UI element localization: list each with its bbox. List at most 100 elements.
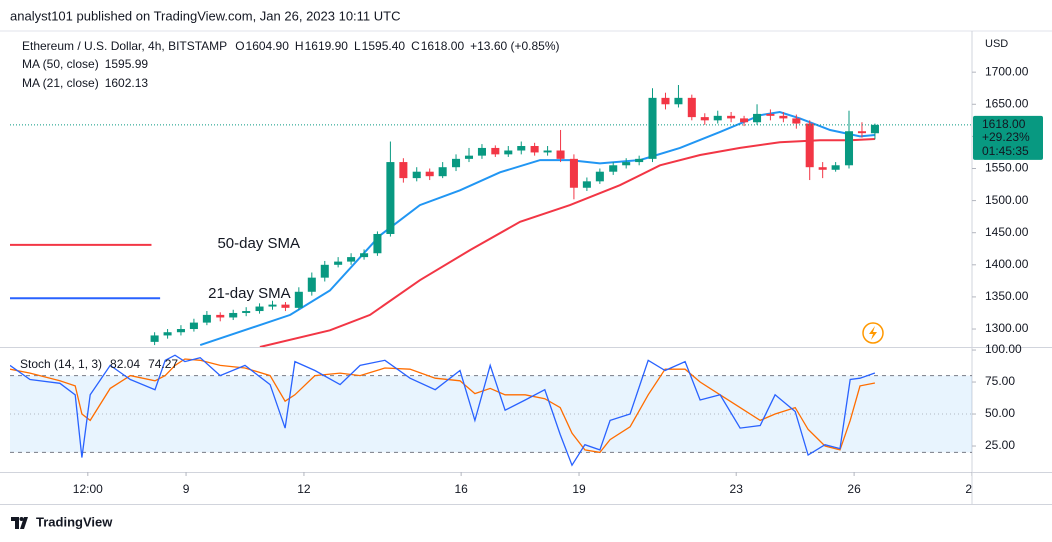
y-tick-label: 1550.00 — [985, 161, 1029, 175]
candle-body — [648, 97, 657, 159]
alert-icon[interactable] — [862, 322, 884, 344]
candle-body — [163, 332, 172, 336]
candle-body — [779, 115, 788, 119]
ohlc-key: O — [235, 39, 244, 53]
overlay: USD 1300.00 1350.00 1400.00 1450.00 1500.00 15… — [20, 38, 1043, 452]
candle-body — [399, 162, 408, 179]
candle-body — [740, 118, 749, 123]
candle-body — [595, 171, 604, 182]
x-tick-label: 19 — [572, 482, 586, 496]
candle-body — [294, 291, 303, 308]
candle-body — [307, 277, 316, 292]
y-tick-label: 1300.00 — [985, 321, 1029, 335]
candle-body — [412, 171, 421, 179]
footer-brand: TradingView — [36, 514, 113, 529]
candle-body — [727, 115, 736, 119]
candle-body — [766, 113, 775, 116]
candle-body — [452, 158, 461, 168]
x-tick-label: 16 — [454, 482, 468, 496]
y-tick-label: 1650.00 — [985, 96, 1029, 110]
y-tick-label: 1700.00 — [985, 64, 1029, 78]
candle-body — [242, 311, 251, 313]
candle-body — [844, 131, 854, 166]
stoch-y-tick-label: 50.00 — [985, 406, 1015, 420]
candle-body — [792, 118, 801, 124]
candle-body — [255, 306, 264, 312]
candle-body — [530, 146, 539, 153]
bar-countdown: 01:45:35 — [982, 144, 1029, 158]
ohlc-key: L — [354, 39, 361, 53]
ohlc-value: 1604.90 — [246, 39, 290, 53]
candle-body — [334, 261, 343, 265]
candle-body — [687, 97, 696, 118]
x-tick-label: 26 — [847, 482, 861, 496]
candle-body — [713, 115, 722, 121]
last-price-change: +29.23% — [982, 130, 1030, 144]
candle-body — [491, 147, 500, 155]
stoch-y-tick-label: 25.00 — [985, 438, 1015, 452]
ohlc-key: H — [295, 39, 304, 53]
candle-body — [425, 171, 434, 177]
x-tick-label: 12 — [297, 482, 311, 496]
candle-body — [831, 165, 840, 170]
ma-legend-name: MA (21, close) — [22, 76, 99, 90]
ma-legend-value: 1595.99 — [105, 57, 149, 71]
y-tick-label: 1400.00 — [985, 257, 1029, 271]
candle-body — [360, 253, 369, 258]
candle-body — [438, 167, 447, 177]
candle-body — [150, 335, 159, 342]
candle-body — [818, 167, 827, 170]
candle-body — [805, 123, 814, 168]
candle-body — [176, 329, 185, 333]
price-pane — [10, 85, 972, 347]
candle-body — [622, 162, 631, 166]
candle-body — [582, 181, 591, 188]
price-change: +13.60 (+0.85%) — [470, 39, 559, 53]
time-axis: 12:00 9 12 16 19 23 26 29 — [73, 472, 979, 496]
candle-body — [661, 97, 670, 105]
x-tick-label: 9 — [183, 482, 190, 496]
last-price-box — [973, 115, 1043, 160]
last-price-label: 1618.00 — [982, 117, 1026, 131]
ohlc-key: C — [411, 39, 420, 53]
currency-label: USD — [985, 38, 1008, 50]
stoch-y-tick-label: 100.00 — [985, 342, 1022, 356]
candle-body — [464, 155, 474, 159]
candle-body — [556, 150, 565, 159]
candle-body — [320, 264, 329, 278]
stoch-line — [10, 354, 876, 467]
symbol-title: Ethereum / U.S. Dollar, 4h, BITSTAMP — [22, 39, 227, 53]
ma-legend-value: 1602.13 — [105, 76, 149, 90]
candle-body — [189, 322, 198, 330]
candle-body — [386, 162, 395, 234]
y-tick-label: 1500.00 — [985, 193, 1029, 207]
candle-body — [700, 117, 709, 121]
stoch-lines — [10, 354, 876, 467]
candle-body — [569, 158, 578, 188]
candle-body — [753, 113, 762, 123]
x-tick-label: 29 — [965, 482, 979, 496]
y-tick-label: 1350.00 — [985, 289, 1029, 303]
candle-body — [504, 150, 513, 155]
candle-body — [202, 314, 211, 323]
ma-legend-name: MA (50, close) — [22, 57, 99, 71]
x-tick-label: 23 — [730, 482, 744, 496]
candle-body — [674, 97, 683, 105]
candle-body — [373, 233, 382, 254]
candle-body — [477, 147, 486, 156]
candle-body — [216, 314, 225, 318]
candle-body — [281, 304, 290, 308]
candle-body — [609, 165, 618, 172]
candle-body — [229, 312, 238, 318]
candle-body — [517, 146, 526, 151]
stoch-legend-value: 82.04 — [110, 357, 140, 371]
y-tick-label: 1450.00 — [985, 225, 1029, 239]
candle-body — [870, 124, 879, 134]
x-tick-label: 12:00 — [73, 482, 103, 496]
published-by: analyst101 published on TradingView.com,… — [10, 8, 401, 23]
stoch-legend-value: 74.27 — [148, 357, 178, 371]
ohlc-value: 1618.00 — [421, 39, 465, 53]
